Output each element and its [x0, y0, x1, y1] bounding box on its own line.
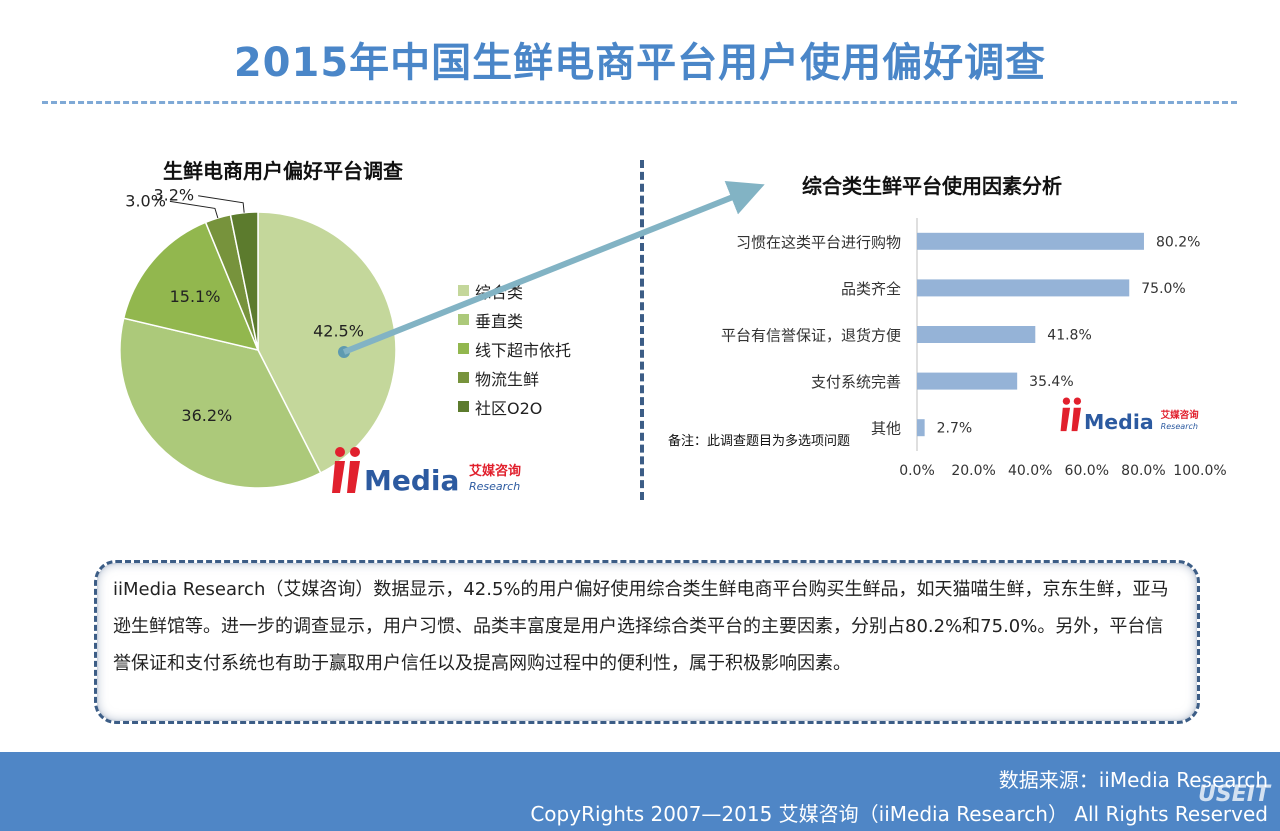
- logo-sub-text: Research: [469, 480, 520, 493]
- bar: [917, 232, 1144, 250]
- iimedia-logo-small: Media 艾媒咨询 Research: [1060, 396, 1200, 434]
- logo-brand-text: Media: [364, 464, 459, 497]
- bar-x-tick: 0.0%: [899, 463, 935, 479]
- footer: 数据来源：iiMedia Research CopyRights 2007—20…: [0, 752, 1280, 831]
- legend-swatch: [458, 372, 469, 383]
- bar-category-label: 其他: [871, 420, 901, 438]
- title-divider: [42, 101, 1237, 104]
- pie-leader-line: [169, 200, 219, 219]
- bar-x-tick: 80.0%: [1121, 463, 1165, 479]
- pie-legend: 综合类垂直类线下超市依托 物流生鲜社区O2O: [458, 276, 571, 421]
- legend-item: 社区O2O: [458, 392, 571, 421]
- bar-chart: 习惯在这类平台进行购物 80.2% 品类齐全 75.0% 平台有信誉保证，退货方便 41.…: [721, 218, 1227, 479]
- page-title: 2015年中国生鲜电商平台用户使用偏好调查: [233, 40, 1047, 86]
- pie-slice: [122, 221, 260, 352]
- svg-text:艾媒咨询: 艾媒咨询: [1161, 409, 1200, 421]
- legend-swatch: [458, 343, 469, 354]
- legend-swatch: [458, 314, 469, 325]
- bar: [917, 419, 925, 437]
- footer-source: 数据来源：iiMedia Research: [998, 768, 1268, 792]
- bar-x-tick: 100.0%: [1173, 463, 1226, 479]
- bar-category-label: 品类齐全: [841, 280, 901, 298]
- pie-data-label: 42.5%: [313, 322, 364, 341]
- bar-chart-title: 综合类生鲜平台使用因素分析: [802, 174, 1062, 198]
- legend-label: 物流生鲜: [475, 369, 540, 389]
- summary-text: iiMedia Research（艾媒咨询）数据显示，42.5%的用户偏好使用综…: [94, 560, 1200, 724]
- footer-copyright: CopyRights 2007—2015 艾媒咨询（iiMedia Resear…: [530, 802, 1268, 826]
- bar-data-label: 75.0%: [1141, 281, 1185, 297]
- legend-item: 物流生鲜: [458, 363, 571, 392]
- legend-item: 综合类: [458, 276, 571, 305]
- legend-item: 垂直类: [458, 305, 571, 334]
- legend-item: 线下超市依托: [458, 334, 571, 363]
- svg-text:Research: Research: [1161, 422, 1198, 431]
- bar-data-label: 35.4%: [1029, 374, 1073, 390]
- pie-chart-title: 生鲜电商用户偏好平台调查: [163, 159, 403, 183]
- bar-category-label: 习惯在这类平台进行购物: [736, 233, 901, 251]
- bar-data-label: 41.8%: [1047, 328, 1091, 344]
- iimedia-logo: Media 艾媒咨询 Research: [332, 445, 522, 497]
- bar: [917, 326, 1036, 343]
- pie-slice: [119, 317, 322, 489]
- pie-data-label: 3.2%: [153, 186, 194, 205]
- bar-x-tick: 20.0%: [951, 463, 995, 479]
- pie-data-label: 36.2%: [181, 406, 232, 425]
- logo-cn-text: 艾媒咨询: [469, 463, 521, 479]
- legend-label: 社区O2O: [475, 398, 543, 418]
- pie-data-label: 3.0%: [125, 191, 166, 210]
- svg-text:Media: Media: [1084, 410, 1154, 434]
- bar-data-label: 2.7%: [937, 421, 973, 437]
- legend-label: 综合类: [475, 282, 524, 302]
- bar: [917, 279, 1130, 297]
- legend-swatch: [458, 401, 469, 412]
- bar-category-label: 支付系统完善: [811, 373, 901, 391]
- footer-watermark: USEIT: [1198, 782, 1270, 807]
- pie-leader-line: [198, 195, 245, 213]
- bar: [917, 372, 1018, 390]
- legend-label: 垂直类: [475, 311, 524, 331]
- legend-swatch: [458, 285, 469, 296]
- pie-data-label: 15.1%: [170, 287, 221, 306]
- legend-label: 线下超市依托: [475, 340, 572, 360]
- bar-x-tick: 40.0%: [1008, 463, 1052, 479]
- bar-category-label: 平台有信誉保证，退货方便: [721, 327, 901, 345]
- chart-note: 备注：此调查题目为多选项问题: [668, 434, 851, 449]
- bar-x-tick: 60.0%: [1065, 463, 1109, 479]
- bar-data-label: 80.2%: [1156, 234, 1200, 250]
